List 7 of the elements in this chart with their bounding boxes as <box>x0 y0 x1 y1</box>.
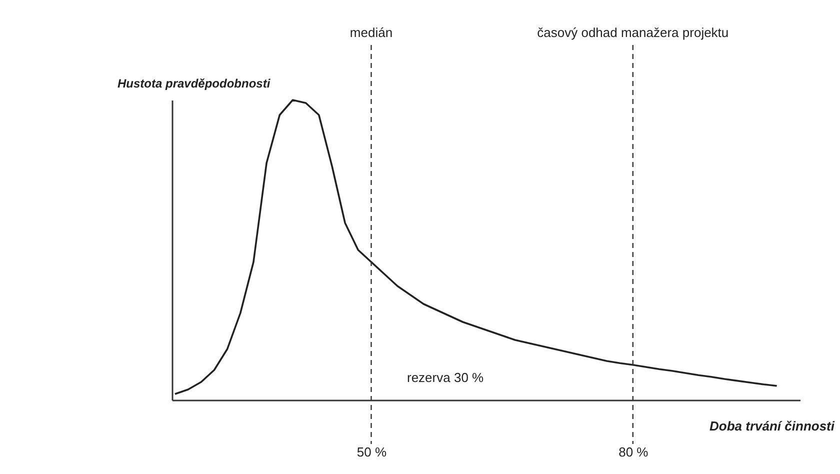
y-axis-title: Hustota pravděpodobnosti <box>118 76 271 90</box>
x-tick-label: 50 % <box>356 444 387 460</box>
ref-line-label: časový odhad manažera projektu <box>537 25 729 40</box>
annotation: rezerva 30 % <box>407 370 484 385</box>
x-tick-label: 80 % <box>618 444 649 460</box>
ref-line-label: medián <box>350 25 393 40</box>
x-axis-title: Doba trvání činnosti <box>710 418 835 434</box>
